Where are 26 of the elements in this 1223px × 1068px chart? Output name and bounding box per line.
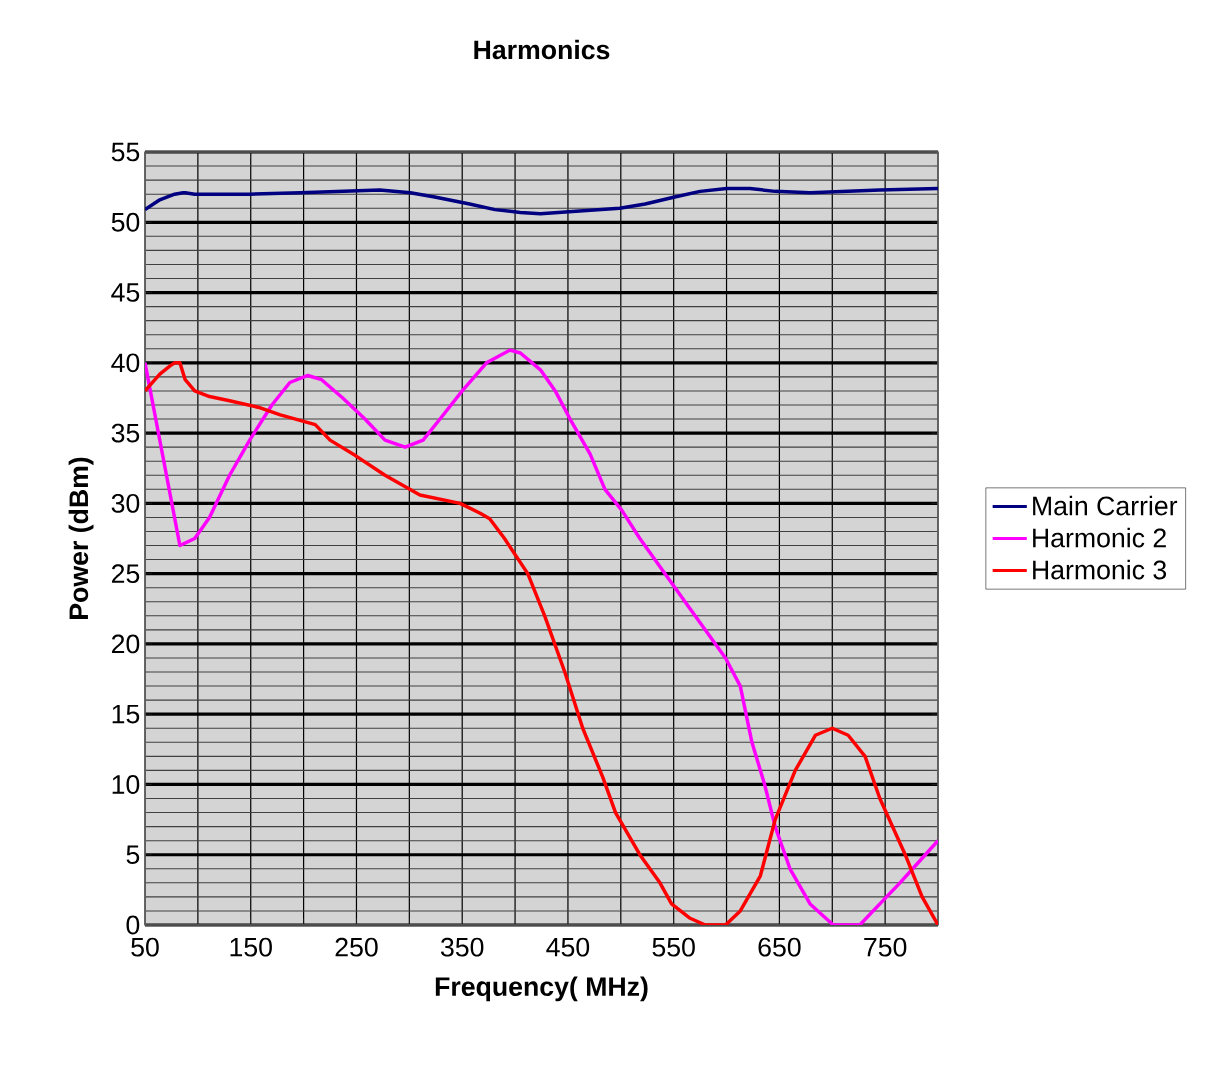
legend-label: Main Carrier bbox=[1033, 495, 1178, 516]
legend-label: Harmonic 2 bbox=[1033, 527, 1166, 548]
chart-title: Harmonics bbox=[474, 39, 610, 60]
x-axis-title: Frequency( MHz) bbox=[435, 976, 648, 1002]
y-tick-label: 25 bbox=[111, 564, 140, 584]
line-series bbox=[145, 186, 939, 216]
y-tick-label: 5 bbox=[126, 845, 140, 865]
x-tick-label: 550 bbox=[652, 937, 695, 957]
x-tick-label: 150 bbox=[230, 937, 272, 957]
y-tick-label: 10 bbox=[112, 775, 140, 794]
x-tick-label: 650 bbox=[758, 937, 801, 957]
x-tick-label: 450 bbox=[546, 937, 590, 957]
y-tick-label: 30 bbox=[111, 493, 140, 513]
y-tick-label: 0 bbox=[126, 915, 140, 935]
y-tick-label: 55 bbox=[111, 142, 140, 162]
y-tick-label: 40 bbox=[111, 353, 140, 373]
legend-label: Harmonic 3 bbox=[1033, 559, 1167, 580]
x-tick-label: 250 bbox=[335, 937, 378, 957]
x-tick-label: 750 bbox=[864, 937, 907, 957]
y-tick-label: 20 bbox=[111, 634, 140, 654]
y-tick-label: 15 bbox=[112, 704, 140, 724]
x-tick-label: 350 bbox=[440, 937, 484, 957]
y-tick-label: 35 bbox=[111, 423, 140, 443]
y-tick-label: 45 bbox=[111, 283, 140, 302]
y-tick-label: 50 bbox=[111, 212, 140, 232]
y-axis-title: Power (dBm) bbox=[68, 457, 94, 619]
